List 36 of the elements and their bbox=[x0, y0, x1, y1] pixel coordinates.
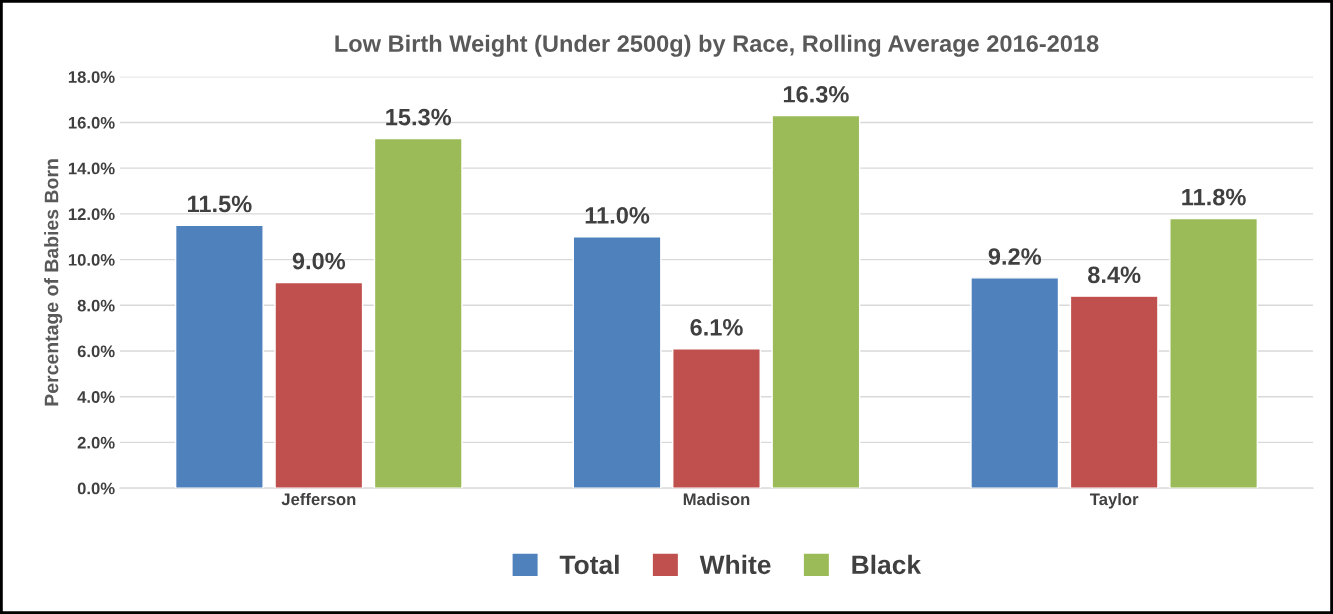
y-tick-label: 18.0% bbox=[68, 71, 115, 83]
bar bbox=[970, 277, 1060, 489]
data-label: 9.2% bbox=[988, 248, 1042, 265]
y-tick-label: 14.0% bbox=[68, 162, 115, 175]
y-tick-label: 16.0% bbox=[68, 116, 115, 129]
y-tick-label: 8.0% bbox=[77, 299, 115, 312]
x-tick-label: Madison bbox=[683, 492, 750, 506]
data-label: 15.3% bbox=[386, 108, 452, 126]
data-label: 11.8% bbox=[1182, 188, 1246, 206]
chart-title: Low Birth Weight (Under 2500g) by Race, Rolling Average 2016-2018 bbox=[335, 34, 1099, 57]
bar bbox=[174, 224, 264, 489]
y-tick-label: 4.0% bbox=[77, 391, 115, 403]
bar bbox=[274, 281, 364, 489]
legend-label: White bbox=[699, 554, 771, 575]
legend-label: Black bbox=[852, 554, 922, 575]
y-tick-label: 2.0% bbox=[77, 436, 115, 449]
data-label: 6.1% bbox=[690, 319, 743, 336]
data-label: 11.5% bbox=[188, 195, 252, 213]
y-tick-label: 10.0% bbox=[68, 253, 115, 266]
x-tick-label: Taylor bbox=[1089, 492, 1139, 509]
bar bbox=[672, 348, 761, 489]
bar bbox=[771, 114, 861, 489]
data-label: 9.0% bbox=[292, 252, 346, 270]
y-tick-label: 12.0% bbox=[68, 208, 115, 221]
data-label: 16.3% bbox=[783, 85, 849, 103]
y-tick-label: 6.0% bbox=[77, 345, 115, 358]
data-label: 8.4% bbox=[1088, 266, 1141, 284]
y-tick-label: 0.0% bbox=[77, 482, 115, 495]
y-axis-title: Percentage of Babies Born bbox=[44, 159, 63, 406]
legend-label: Total bbox=[559, 554, 619, 575]
bar bbox=[1169, 217, 1259, 489]
bar bbox=[373, 137, 463, 489]
data-label: 11.0% bbox=[585, 207, 650, 224]
x-tick-label: Jefferson bbox=[281, 492, 356, 506]
bar bbox=[1069, 295, 1159, 489]
bar bbox=[572, 236, 662, 489]
